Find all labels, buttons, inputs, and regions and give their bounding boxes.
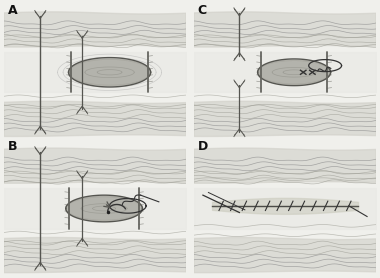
Polygon shape xyxy=(4,12,186,47)
Polygon shape xyxy=(194,12,376,47)
Polygon shape xyxy=(258,60,331,84)
Text: B: B xyxy=(8,140,17,153)
Polygon shape xyxy=(66,197,142,220)
Polygon shape xyxy=(4,237,186,273)
Polygon shape xyxy=(194,237,376,273)
Text: C: C xyxy=(198,4,207,17)
Polygon shape xyxy=(66,197,142,220)
Polygon shape xyxy=(4,101,186,136)
Polygon shape xyxy=(258,60,331,84)
Text: D: D xyxy=(198,140,208,153)
Polygon shape xyxy=(68,59,150,86)
Polygon shape xyxy=(194,101,376,136)
Polygon shape xyxy=(4,148,186,183)
Polygon shape xyxy=(194,148,376,183)
Text: A: A xyxy=(8,4,17,17)
Polygon shape xyxy=(68,59,150,86)
